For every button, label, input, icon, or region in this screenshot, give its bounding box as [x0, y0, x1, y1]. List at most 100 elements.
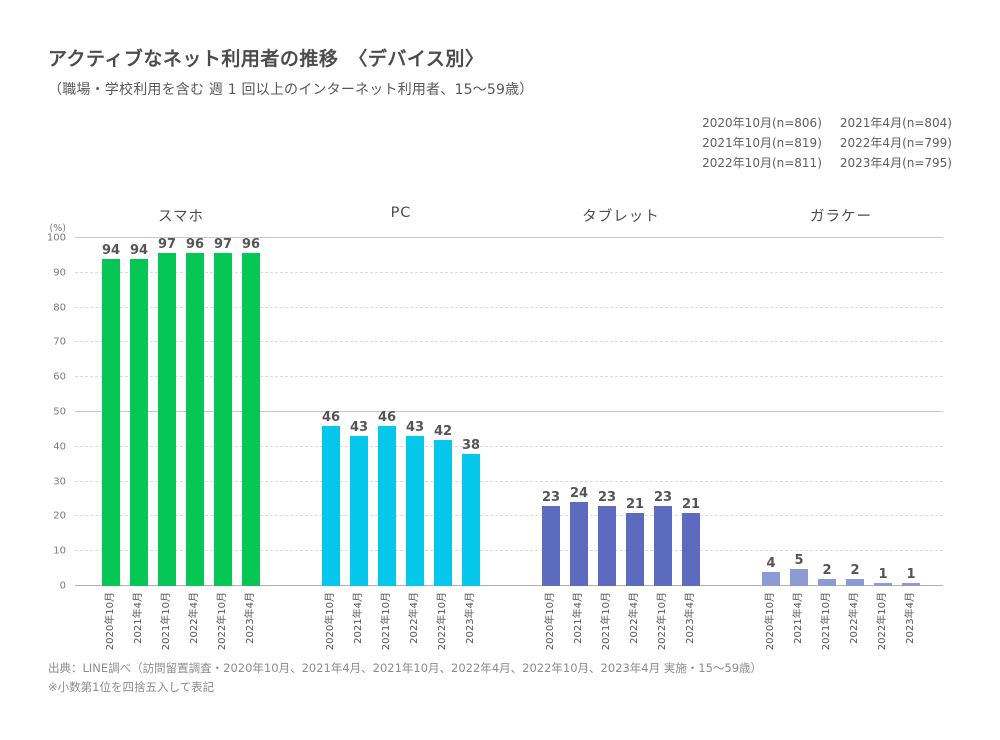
x-axis-tick-label: 2021年10月 [161, 592, 172, 651]
x-axis-tick-label: 2021年4月 [573, 592, 584, 644]
plot-area: スマホ PC タブレット ガラケー 0 10 20 30 40 50 60 70 80 90 100 (%)… [47, 205, 943, 650]
bar-cell: 21 2023年4月 [681, 238, 701, 644]
y-axis-tick-label: 60 [53, 371, 66, 383]
bar-value-label: 2 [822, 563, 832, 579]
device-header-1: スマホ [157, 209, 205, 225]
x-axis-tick-label: 2023年4月 [905, 592, 916, 644]
bar [158, 253, 176, 586]
bar-value-label: 97 [213, 237, 233, 252]
y-axis-tick-label: 80 [53, 302, 66, 314]
bar-cell: 42 2022年10月 [434, 238, 452, 650]
bar-cell: 94 2021年4月 [130, 238, 148, 644]
bar [102, 258, 120, 586]
bar-group-4: 4 2020年10月 5 2021年4月 2 2021年10月 2 2022年4月 1 2022年… [762, 238, 920, 650]
bar [406, 436, 424, 586]
x-axis-tick-label: 2022年4月 [849, 592, 860, 644]
sample-size-legend: 2020年10月(n=806) 2021年4月(n=804) 2021年10月(n=… [702, 114, 952, 171]
bar-cell: 96 2023年4月 [241, 237, 261, 644]
device-header-3: タブレット [582, 209, 660, 225]
bar-value-label: 23 [541, 489, 561, 505]
bar-group-2: 46 2020年10月 43 2021年4月 46 2021年10月 43 2022年4月 42… [322, 238, 481, 650]
x-axis-tick-label: 2023年4月 [685, 592, 696, 644]
bar-value-label: 97 [157, 237, 177, 252]
bar-value-label: 38 [461, 437, 481, 453]
bar-cell: 43 2022年4月 [406, 238, 424, 643]
gridline-80 [75, 306, 943, 308]
bar [818, 579, 836, 586]
bar-value-label: 5 [794, 552, 804, 568]
sample-size-item: 2021年10月(n=819) [702, 136, 822, 150]
bar-cell: 23 2021年10月 [598, 238, 616, 650]
bar [350, 436, 368, 586]
x-axis-tick-label: 2023年4月 [245, 592, 256, 644]
x-axis-tick-label: 2022年4月 [189, 592, 200, 644]
gridline-90 [75, 271, 943, 273]
gridline-20 [75, 515, 943, 517]
x-axis-tick-label: 2021年10月 [381, 592, 392, 651]
x-axis-tick-label: 2021年10月 [821, 592, 832, 651]
footnote-text: ※小数第1位を四捨五入して表記 [48, 680, 215, 694]
bar [130, 258, 148, 586]
sample-size-item: 2020年10月(n=806) [702, 116, 822, 130]
bar-cell: 1 2022年10月 [874, 238, 892, 650]
bar [902, 582, 920, 586]
bar-value-label: 21 [681, 496, 701, 512]
gridline-50 [75, 411, 943, 412]
sample-size-item: 2023年4月(n=795) [839, 156, 952, 170]
gridline-0 [75, 585, 943, 586]
bar-cell: 2 2022年4月 [846, 238, 864, 644]
x-axis-tick-label: 2021年4月 [793, 592, 804, 644]
bar-value-label: 2 [850, 563, 860, 579]
page-subtitle: （職場・学校利用を含む 週 1 回以上のインターネット利用者、15〜59歳） [48, 82, 534, 98]
x-axis-tick-label: 2021年4月 [353, 592, 364, 644]
x-axis-tick-label: 2022年4月 [409, 592, 420, 644]
x-axis-tick-label: 2022年10月 [437, 592, 448, 651]
bar-value-label: 46 [377, 409, 397, 425]
y-axis-tick-label: 70 [53, 336, 66, 348]
bar [682, 512, 700, 586]
device-header-2: PC [390, 205, 412, 221]
bar-cell: 5 2021年4月 [790, 238, 808, 644]
bar [846, 579, 864, 586]
bar-value-label: 1 [906, 566, 916, 582]
bar-value-label: 94 [101, 242, 121, 258]
bar-value-label: 96 [241, 237, 261, 252]
gridline-30 [75, 480, 943, 482]
bar-cell: 23 2020年10月 [541, 238, 561, 650]
y-axis-unit-label: (%) [49, 223, 66, 234]
gridline-10 [75, 550, 943, 552]
bar [570, 502, 588, 586]
x-axis-tick-label: 2021年4月 [133, 592, 144, 644]
gridline-60 [75, 376, 943, 378]
bar-value-label: 21 [625, 496, 645, 512]
x-axis-tick-label: 2023年4月 [465, 592, 476, 644]
bar [186, 253, 204, 586]
bar [874, 582, 892, 586]
gridline-100 [75, 237, 943, 238]
bar [322, 425, 340, 586]
y-axis-tick-label: 30 [53, 476, 66, 488]
x-axis-tick-label: 2020年10月 [765, 592, 776, 651]
bar-value-label: 1 [878, 566, 888, 582]
device-header-4: ガラケー [810, 209, 872, 225]
x-axis-tick-label: 2022年10月 [877, 592, 888, 651]
y-axis-tick-label: 50 [53, 406, 66, 418]
x-axis-tick-label: 2022年4月 [629, 592, 640, 644]
x-axis-tick-label: 2020年10月 [105, 592, 116, 651]
sample-size-item: 2022年10月(n=811) [702, 156, 822, 170]
bar-cell: 97 2021年10月 [157, 237, 177, 650]
x-axis-tick-label: 2020年10月 [545, 592, 556, 651]
sample-size-item: 2021年4月(n=804) [839, 116, 952, 130]
y-axis-tick-label: 10 [53, 545, 66, 557]
bar-cell: 96 2022年4月 [186, 238, 204, 644]
bar [462, 453, 480, 586]
bar-value-label: 43 [349, 420, 369, 436]
bar-cell: 2 2021年10月 [818, 238, 836, 650]
bar-cell: 24 2021年4月 [570, 238, 588, 643]
bar-cell: 38 2023年4月 [461, 238, 481, 644]
bar [378, 425, 396, 586]
bar [214, 253, 232, 586]
bar [654, 505, 672, 586]
bar [626, 512, 644, 586]
